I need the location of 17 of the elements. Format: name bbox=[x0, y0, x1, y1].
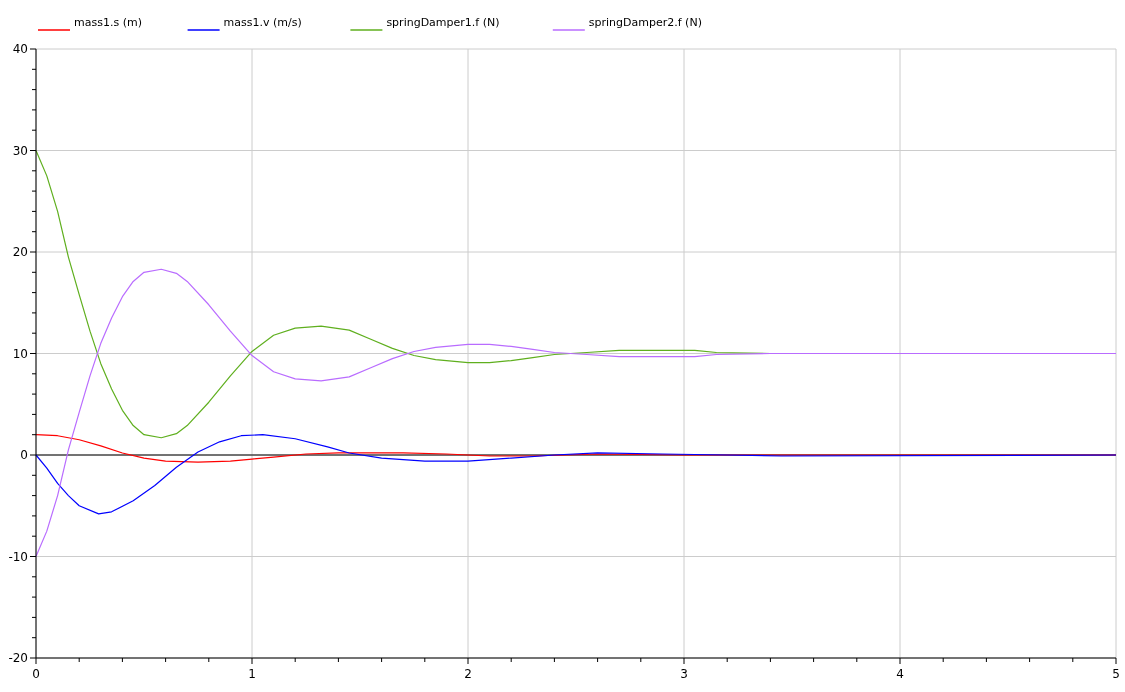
y-tick-label: 10 bbox=[12, 346, 28, 361]
legend-label: mass1.v (m/s) bbox=[223, 16, 302, 29]
x-tick-label: 0 bbox=[32, 667, 40, 681]
x-tick-label: 1 bbox=[248, 667, 256, 681]
legend-label: springDamper1.f (N) bbox=[386, 16, 500, 29]
y-tick-label: 0 bbox=[20, 448, 28, 462]
x-tick-label: 2 bbox=[464, 667, 472, 681]
y-tick-label: -10 bbox=[8, 549, 28, 564]
x-tick-label: 4 bbox=[896, 667, 904, 681]
y-tick-label: 20 bbox=[12, 245, 28, 259]
legend-label: springDamper2.f (N) bbox=[588, 16, 702, 29]
y-tick-label: -20 bbox=[8, 651, 28, 665]
x-tick-label: 3 bbox=[680, 667, 688, 681]
y-tick-label: 40 bbox=[12, 42, 28, 56]
y-tick-label: 30 bbox=[12, 143, 28, 158]
x-tick-label: 5 bbox=[1112, 667, 1120, 681]
legend-label: mass1.s (m) bbox=[74, 16, 142, 29]
